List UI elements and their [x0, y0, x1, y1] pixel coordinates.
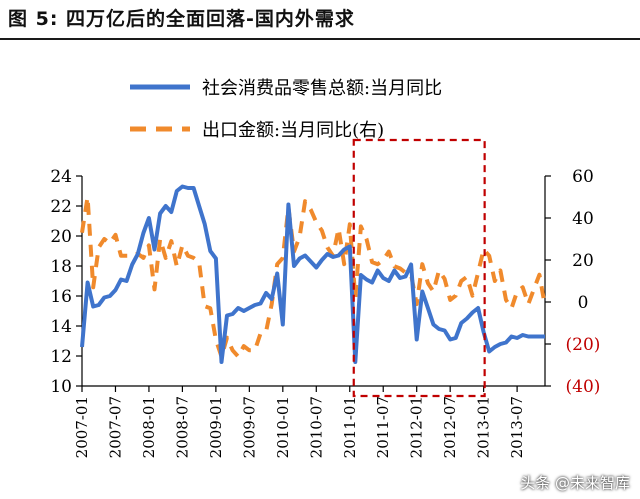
right-axis-ticks: (40) (20) 0 20 40 60: [545, 167, 600, 397]
x-tick-label: 2012-01: [408, 396, 426, 458]
right-tick-label: (40): [566, 377, 601, 397]
left-tick-label: 22: [50, 197, 72, 217]
x-tick-label: 2011-01: [341, 396, 359, 458]
left-tick-label: 14: [50, 317, 72, 337]
title-divider: [0, 38, 640, 40]
x-tick-label: 2013-01: [475, 396, 493, 458]
right-tick-label: 20: [572, 251, 594, 271]
axes: 10 12 14 16 18 20 22 24 (40) (20) 0 20 40 60 2007-01…: [50, 167, 600, 458]
x-tick-label: 2013-07: [508, 396, 526, 458]
left-tick-label: 10: [50, 377, 72, 397]
x-axis-ticks: 2007-01 2007-07 2008-01 2008-07 2009-01 2009-…: [73, 386, 526, 458]
right-tick-label: 0: [578, 293, 589, 313]
series-retail-line: [80, 184, 545, 364]
series-export-line: [80, 195, 547, 359]
highlight-box: [352, 138, 486, 398]
x-tick-label: 2007-01: [73, 396, 91, 458]
left-tick-label: 12: [50, 347, 72, 367]
x-tick-label: 2008-01: [140, 396, 158, 458]
left-tick-label: 16: [50, 287, 72, 307]
x-tick-label: 2012-07: [441, 396, 459, 458]
figure-title: 图 5: 四万亿后的全面回落-国内外需求: [8, 8, 355, 30]
legend: 社会消费品零售总额:当月同比 出口金额:当月同比(右): [130, 78, 442, 141]
legend-label-export: 出口金额:当月同比(右): [202, 120, 384, 141]
left-tick-label: 20: [50, 227, 72, 247]
watermark: 头条 @未来智库: [520, 474, 630, 492]
x-tick-label: 2009-07: [240, 396, 258, 458]
x-tick-label: 2010-01: [274, 396, 292, 458]
x-tick-label: 2011-07: [374, 396, 392, 458]
right-tick-label: 60: [572, 167, 594, 187]
left-axis-ticks: 10 12 14 16 18 20 22 24: [50, 167, 82, 397]
legend-label-retail: 社会消费品零售总额:当月同比: [202, 78, 442, 99]
x-tick-label: 2007-07: [106, 396, 124, 458]
x-tick-label: 2010-07: [307, 396, 325, 458]
left-tick-label: 18: [50, 257, 72, 277]
x-tick-label: 2008-07: [173, 396, 191, 458]
right-tick-label: (20): [566, 335, 601, 355]
series-layer: [80, 184, 547, 364]
x-tick-label: 2009-01: [207, 396, 225, 458]
right-tick-label: 40: [572, 209, 594, 229]
left-tick-label: 24: [50, 167, 72, 187]
